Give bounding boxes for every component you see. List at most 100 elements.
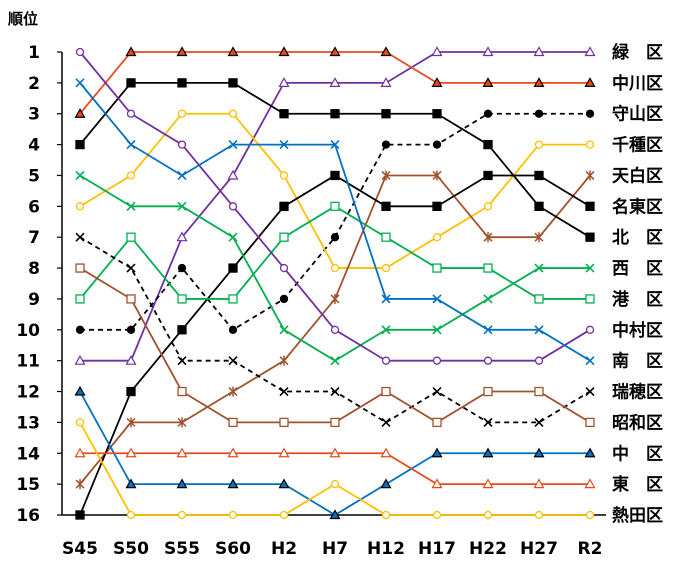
series-label: 南 区 [612, 351, 663, 372]
data-point [381, 386, 391, 397]
data-point [126, 263, 136, 273]
series-label: 熱田区 [612, 505, 663, 526]
data-point [228, 417, 238, 428]
data-point [585, 356, 595, 366]
data-point [126, 510, 136, 520]
data-point [125, 447, 137, 458]
data-point [483, 417, 493, 427]
data-point [381, 201, 391, 211]
data-point [381, 325, 391, 335]
data-point [432, 109, 442, 119]
data-point [177, 510, 187, 520]
data-point [177, 140, 187, 149]
data-point [227, 169, 239, 180]
data-point [330, 386, 340, 397]
data-point [177, 109, 187, 118]
data-point [279, 325, 289, 335]
data-point [482, 447, 494, 458]
data-point [177, 170, 187, 181]
data-point [74, 354, 86, 365]
data-point [330, 140, 340, 150]
data-point [279, 109, 289, 119]
data-point [279, 355, 289, 366]
data-point [176, 231, 188, 242]
y-tick-label: 5 [28, 166, 40, 186]
data-point [483, 232, 493, 243]
data-point [75, 263, 85, 273]
series-line [79, 267, 591, 424]
data-point [75, 510, 85, 520]
data-point [75, 170, 85, 181]
data-point [533, 77, 545, 87]
data-point [381, 510, 391, 520]
data-point [126, 417, 136, 428]
y-tick-label: 9 [28, 290, 40, 310]
x-tick-label: H17 [418, 539, 456, 559]
data-point [432, 201, 442, 211]
data-point [585, 170, 595, 181]
data-point [584, 447, 596, 458]
data-point [432, 417, 442, 428]
y-tick-label: 12 [16, 383, 40, 403]
data-point [75, 418, 85, 427]
data-point [585, 109, 595, 118]
data-point [381, 109, 391, 119]
data-point [483, 263, 493, 273]
data-point [432, 170, 442, 181]
data-point [125, 46, 137, 57]
y-tick-label: 4 [28, 136, 40, 156]
x-tick-label: H2 [271, 539, 297, 559]
data-point [125, 478, 137, 489]
data-point [534, 170, 544, 181]
data-point [585, 386, 595, 397]
data-point [534, 109, 544, 118]
data-point [126, 171, 136, 180]
data-point [329, 509, 341, 520]
data-point [74, 385, 86, 396]
data-point [330, 479, 340, 489]
series-label: 守山区 [612, 104, 663, 125]
x-tick-label: H7 [322, 539, 348, 559]
data-point [228, 202, 238, 211]
data-point [228, 232, 238, 242]
y-tick-label: 13 [16, 413, 40, 433]
data-point [534, 263, 544, 273]
data-point [228, 510, 238, 520]
data-point [432, 294, 442, 304]
series-label: 天白区 [612, 165, 663, 186]
y-tick-label: 14 [16, 444, 40, 464]
series-label: 中村区 [612, 320, 663, 341]
data-point [431, 478, 443, 489]
data-point [228, 386, 238, 397]
data-point [279, 386, 289, 397]
data-point [330, 233, 340, 242]
data-point [329, 447, 341, 458]
data-point [381, 294, 391, 304]
data-point [75, 232, 85, 242]
data-point [381, 232, 391, 242]
data-point [585, 232, 595, 242]
series-label: 千種区 [612, 135, 663, 156]
data-point [482, 77, 494, 87]
data-point [432, 386, 442, 397]
data-point [279, 263, 289, 273]
data-point [279, 510, 289, 520]
data-point [483, 294, 493, 304]
data-point [126, 201, 136, 211]
data-point [483, 202, 493, 211]
data-point [380, 46, 392, 57]
data-point [330, 417, 340, 428]
y-tick-label: 15 [16, 475, 40, 495]
series-line [79, 82, 591, 362]
data-point [432, 233, 442, 242]
series-label: 北 区 [612, 228, 663, 248]
x-tick-label: H27 [520, 539, 558, 559]
data-point [329, 77, 341, 87]
y-tick-label: 10 [16, 321, 40, 341]
series-line [80, 452, 590, 486]
data-point [432, 140, 442, 149]
series-label: 西 区 [612, 259, 663, 279]
data-point [483, 109, 493, 118]
y-tick-label: 2 [28, 74, 40, 94]
data-point [75, 78, 85, 88]
